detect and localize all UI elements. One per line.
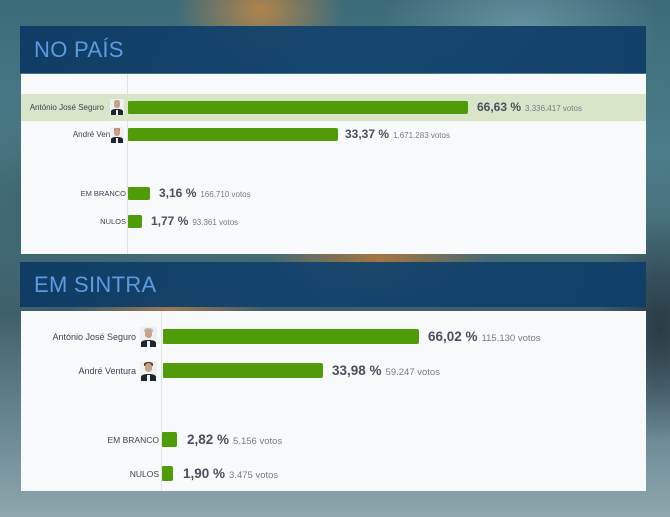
vote-count: 3.336.417 votos	[525, 104, 582, 113]
candidate-photo-seguro-icon	[110, 99, 124, 115]
vote-count: 1.671.283 votos	[393, 131, 450, 140]
section-header-pais: NO PAÍS	[20, 26, 646, 73]
result-row-seguro: António José Seguro 66,02 % 115.130 votos	[21, 325, 646, 349]
vote-count: 166.710 votos	[200, 190, 251, 199]
result-row-blank: EM BRANCO 2,82 % 5.156 votos	[21, 429, 646, 451]
vote-count: 3.475 votos	[229, 470, 279, 481]
candidate-name: André Ventura	[78, 366, 136, 376]
result-percentage: 66,63 % 3.336.417 votos	[477, 100, 582, 114]
chart-axis-line	[161, 311, 162, 491]
section-header-sintra: EM SINTRA	[20, 262, 646, 307]
candidate-name: André Ventura	[72, 130, 124, 139]
category-label: EM BRANCO	[107, 435, 159, 445]
result-row-null: NULOS 1,90 % 3.475 votos	[21, 463, 646, 485]
result-percentage: 1,77 % 93.361 votos	[151, 214, 239, 228]
result-percentage: 33,37 % 1.671.283 votos	[345, 127, 450, 141]
vote-count: 59.247 votos	[385, 367, 440, 378]
result-percentage: 66,02 % 115.130 votos	[428, 329, 541, 344]
category-label: NULOS	[100, 217, 126, 226]
vote-count: 115.130 votos	[481, 333, 541, 344]
candidate-name: António José Seguro	[29, 103, 104, 112]
result-bar	[128, 215, 142, 228]
result-percentage: 2,82 % 5.156 votos	[187, 432, 283, 447]
result-bar	[163, 329, 419, 344]
candidate-photo-ventura-icon	[110, 127, 124, 143]
result-bar	[128, 101, 468, 114]
category-label: EM BRANCO	[80, 189, 126, 198]
chart-axis-line	[127, 74, 128, 254]
vote-count: 93.361 votos	[192, 218, 239, 227]
result-bar	[163, 363, 323, 378]
result-row-ventura: André Ventura 33,37 % 1.671.283 votos	[21, 124, 646, 146]
result-bar	[128, 128, 338, 141]
candidate-photo-ventura-icon	[140, 361, 157, 381]
candidate-name: António José Seguro	[52, 332, 136, 342]
result-bar	[162, 432, 177, 447]
category-label: NULOS	[129, 469, 159, 479]
results-chart-sintra: António José Seguro 66,02 % 115.130 votos…	[21, 311, 646, 491]
result-row-blank: EM BRANCO 3,16 % 166.710 votos	[21, 184, 646, 204]
result-percentage: 3,16 % 166.710 votos	[159, 186, 251, 200]
vote-count: 5.156 votos	[233, 436, 283, 447]
result-row-ventura: André Ventura 33,98 % 59.247 votos	[21, 359, 646, 383]
result-bar	[162, 466, 173, 481]
section-title: NO PAÍS	[34, 36, 124, 62]
result-row-null: NULOS 1,77 % 93.361 votos	[21, 212, 646, 232]
result-percentage: 33,98 % 59.247 votos	[332, 363, 440, 378]
results-chart-pais: António José Seguro 66,63 % 3.336.417 vot…	[21, 74, 646, 254]
result-bar	[128, 187, 150, 200]
result-row-seguro: António José Seguro 66,63 % 3.336.417 vot…	[21, 94, 646, 121]
result-percentage: 1,90 % 3.475 votos	[183, 466, 279, 481]
candidate-photo-seguro-icon	[140, 327, 157, 347]
section-title: EM SINTRA	[34, 271, 157, 297]
